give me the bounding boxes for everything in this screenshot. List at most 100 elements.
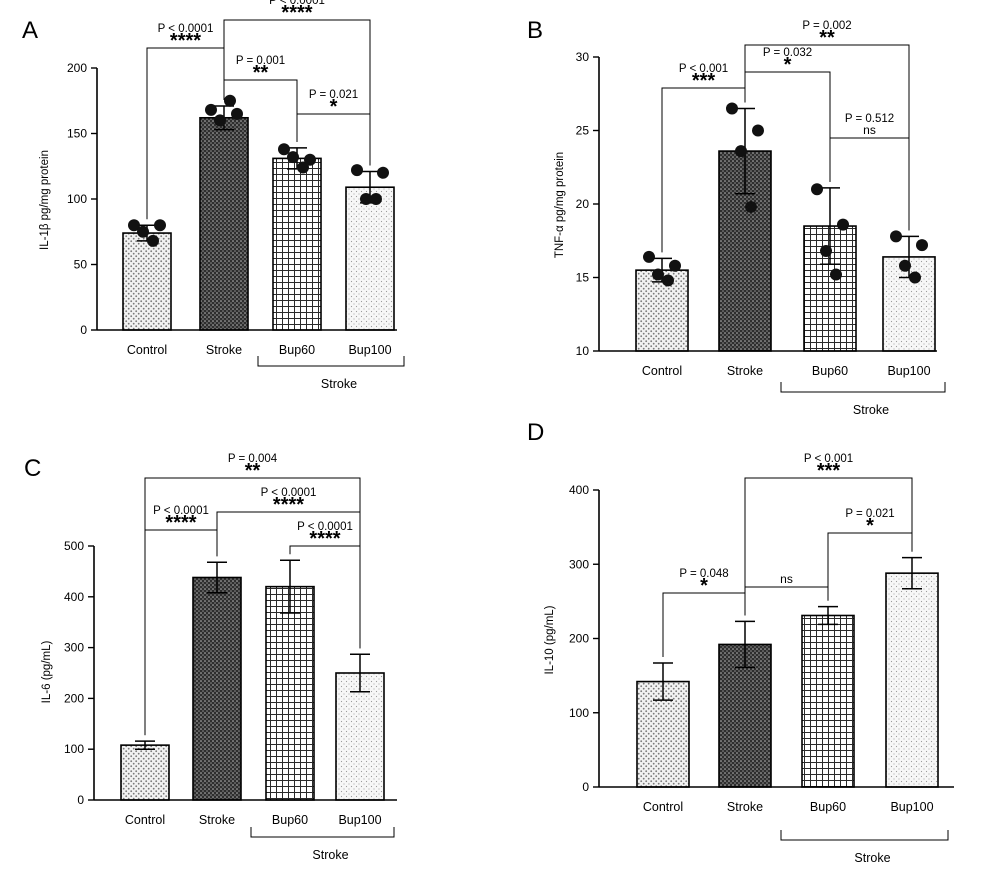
category-label: Stroke: [206, 343, 242, 357]
comparison-bracket: [827, 532, 913, 601]
y-tick-label: 300: [64, 641, 84, 655]
y-tick-label: 400: [569, 483, 589, 497]
error-bars: [653, 556, 922, 701]
y-axis-ticks: 10 15 20 25 30: [576, 50, 599, 358]
data-point: [890, 230, 902, 243]
category-label: Bup100: [890, 800, 933, 814]
data-point: [205, 103, 217, 116]
data-point: [224, 94, 236, 107]
significance-brackets: P = 0.004**P < 0.0001****P < 0.0001****P…: [144, 453, 361, 736]
category-label: Bup100: [338, 813, 381, 827]
not-significant-label: ns: [863, 123, 876, 137]
category-label: Control: [642, 364, 682, 378]
category-label: Bup60: [279, 343, 315, 357]
p-value-label: P < 0.001: [679, 63, 728, 75]
bar-bup100: [335, 672, 385, 801]
category-label: Bup60: [810, 800, 846, 814]
p-value-label: P = 0.512: [845, 113, 894, 125]
group-bracket: Stroke: [257, 356, 405, 391]
axes: [598, 490, 954, 788]
data-point: [909, 271, 921, 284]
significance-stars: *: [866, 515, 874, 537]
significance-stars: *: [700, 575, 708, 597]
comparison-bracket: [289, 545, 361, 649]
significance-stars: *: [784, 54, 792, 76]
data-point: [360, 193, 372, 205]
x-axis-categories: Control Stroke Bup60 Bup100: [127, 343, 392, 357]
bars: [122, 116, 395, 331]
category-label: Stroke: [199, 813, 235, 827]
data-point: [304, 153, 316, 166]
bar-stroke: [192, 576, 242, 801]
group-bracket-line: [780, 382, 946, 393]
data-point: [137, 225, 149, 238]
y-axis-ticks: 0 50 100 150 200: [67, 61, 97, 337]
data-point: [370, 193, 382, 205]
category-label: Stroke: [727, 800, 763, 814]
significance-brackets: P < 0.0001****P < 0.0001****P = 0.001**P…: [146, 0, 371, 220]
data-point: [351, 164, 363, 177]
y-tick-label: 150: [67, 127, 87, 141]
category-label: Control: [643, 800, 683, 814]
p-value-label: P < 0.001: [804, 453, 853, 465]
p-value-label: P = 0.002: [802, 20, 851, 32]
y-tick-label: 30: [576, 50, 590, 64]
bar-control: [120, 744, 170, 801]
panel-letter: D: [527, 419, 544, 446]
axes: [598, 57, 937, 352]
panel-letter: B: [527, 17, 543, 44]
significance-stars: **: [245, 460, 261, 482]
panel-letter: C: [24, 455, 41, 482]
category-label: Control: [125, 813, 165, 827]
group-label: Stroke: [312, 848, 348, 862]
group-bracket-line: [250, 827, 395, 838]
category-label: Bup100: [348, 343, 391, 357]
panel-letter: A: [22, 17, 38, 44]
data-points: [643, 102, 928, 287]
p-value-label: P = 0.021: [309, 89, 358, 101]
data-point: [214, 114, 226, 127]
p-value-label: P < 0.0001: [297, 521, 353, 533]
error-bars: [652, 107, 919, 283]
axes: [96, 68, 397, 331]
panel-a: A IL-1β pg/mg protein 0 50 100 150 200 Contr…: [22, 0, 405, 391]
category-label: Bup100: [887, 364, 930, 378]
data-point: [147, 234, 159, 247]
y-axis-label: IL-1β pg/mg protein: [39, 150, 51, 250]
y-tick-label: 20: [576, 197, 590, 211]
y-tick-label: 300: [569, 557, 589, 571]
y-tick-label: 100: [67, 192, 87, 206]
y-tick-label: 50: [74, 258, 88, 272]
significance-stars: ****: [170, 30, 201, 52]
data-point: [899, 259, 911, 272]
group-label: Stroke: [853, 403, 889, 417]
y-tick-label: 500: [64, 539, 84, 553]
data-point: [837, 218, 849, 231]
bar-control: [635, 269, 689, 352]
y-axis-ticks: 0 100 200 300 400 500: [64, 539, 94, 807]
comparison-bracket: [223, 79, 298, 142]
p-value-label: P < 0.0001: [153, 505, 209, 517]
x-axis-categories: Control Stroke Bup60 Bup100: [642, 364, 931, 378]
category-label: Bup60: [812, 364, 848, 378]
comparison-bracket: [744, 586, 829, 616]
significance-stars: *: [330, 96, 338, 118]
p-value-label: P = 0.001: [236, 55, 285, 67]
data-point: [726, 102, 738, 115]
data-point: [231, 107, 243, 120]
data-point: [154, 219, 166, 232]
p-value-label: P = 0.048: [679, 568, 728, 580]
bars: [635, 150, 936, 352]
comparison-bracket: [296, 113, 371, 166]
significance-stars: ****: [309, 528, 340, 550]
data-point: [297, 161, 309, 174]
y-tick-label: 100: [569, 706, 589, 720]
group-bracket: Stroke: [780, 830, 949, 865]
y-tick-label: 100: [64, 742, 84, 756]
group-bracket: Stroke: [250, 827, 395, 862]
bar-bup60: [272, 157, 322, 331]
data-point: [735, 145, 747, 158]
bar-control: [122, 232, 172, 331]
data-point: [752, 124, 764, 137]
